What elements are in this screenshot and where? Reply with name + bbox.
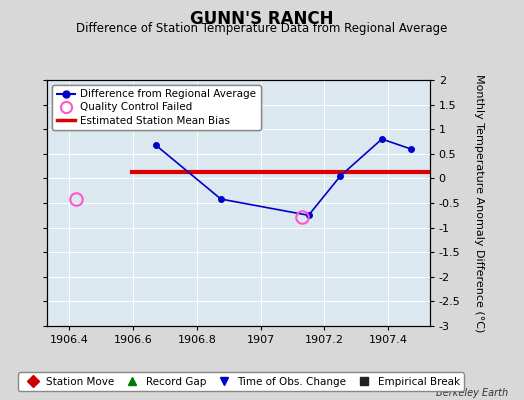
Legend: Station Move, Record Gap, Time of Obs. Change, Empirical Break: Station Move, Record Gap, Time of Obs. C… xyxy=(18,372,464,391)
Y-axis label: Monthly Temperature Anomaly Difference (°C): Monthly Temperature Anomaly Difference (… xyxy=(474,74,484,332)
Legend: Difference from Regional Average, Quality Control Failed, Estimated Station Mean: Difference from Regional Average, Qualit… xyxy=(52,85,260,130)
Text: Difference of Station Temperature Data from Regional Average: Difference of Station Temperature Data f… xyxy=(77,22,447,35)
Text: Berkeley Earth: Berkeley Earth xyxy=(436,388,508,398)
Text: GUNN'S RANCH: GUNN'S RANCH xyxy=(190,10,334,28)
